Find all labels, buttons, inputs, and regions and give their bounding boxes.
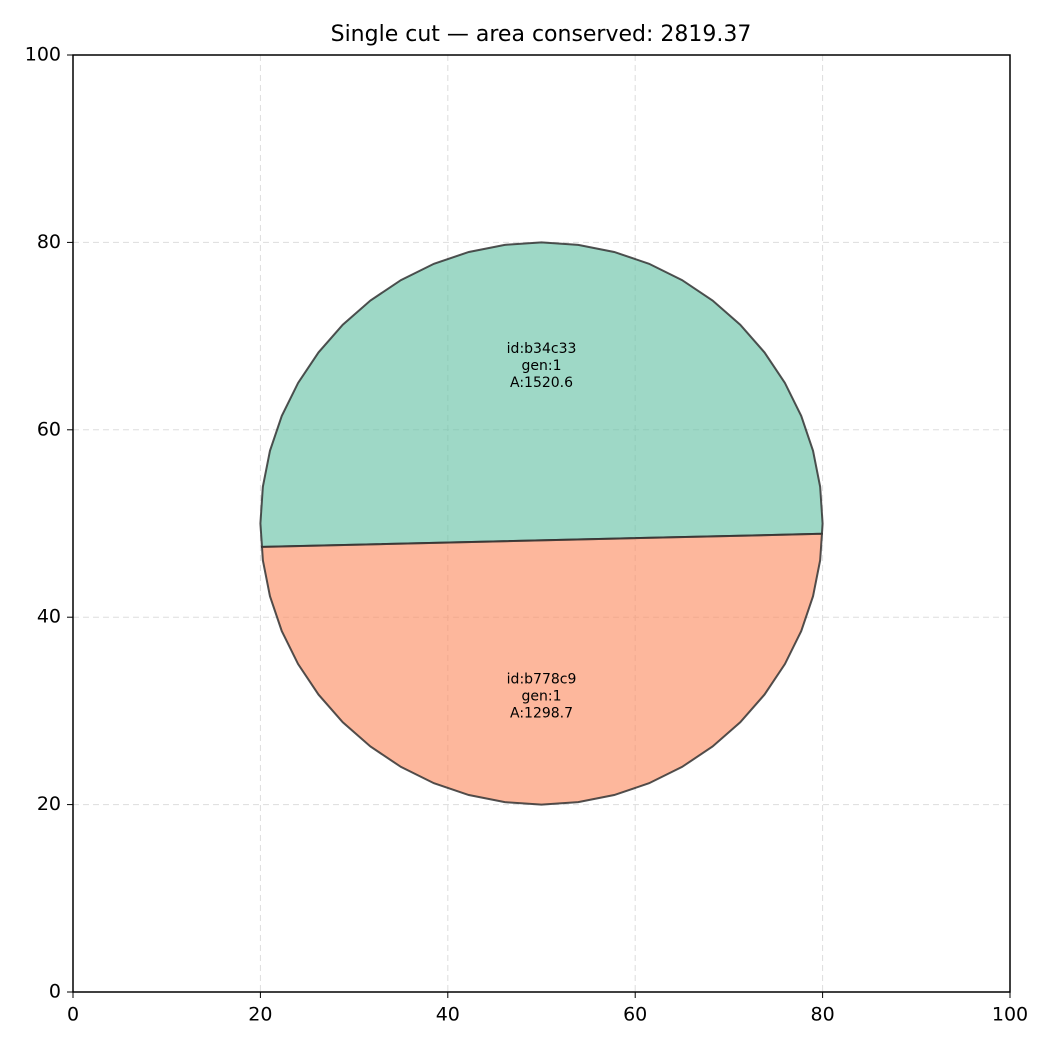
piece — [259, 241, 824, 548]
x-tick-label: 80 — [811, 1004, 835, 1026]
y-tick-label: 0 — [49, 981, 61, 1003]
x-tick-label: 40 — [436, 1004, 460, 1026]
piece-label: gen:1 — [522, 358, 562, 374]
y-tick-label: 100 — [25, 44, 61, 66]
x-tick-label: 60 — [623, 1004, 647, 1026]
piece-label: id:b778c9 — [507, 671, 577, 687]
piece — [260, 532, 824, 806]
y-tick-label: 80 — [37, 231, 61, 253]
x-tick-label: 20 — [248, 1004, 272, 1026]
y-tick-label: 60 — [37, 418, 61, 440]
piece-label: gen:1 — [522, 688, 562, 704]
x-tick-label: 100 — [992, 1004, 1028, 1026]
piece-label: id:b34c33 — [507, 341, 577, 357]
y-tick-label: 20 — [37, 793, 61, 815]
x-tick-label: 0 — [67, 1004, 79, 1026]
piece-label: A:1298.7 — [510, 705, 573, 721]
piece-label: A:1520.6 — [510, 375, 573, 391]
chart-title: Single cut — area conserved: 2819.37 — [331, 22, 752, 47]
plot-frame — [72, 54, 1011, 993]
y-tick-label: 40 — [37, 606, 61, 628]
